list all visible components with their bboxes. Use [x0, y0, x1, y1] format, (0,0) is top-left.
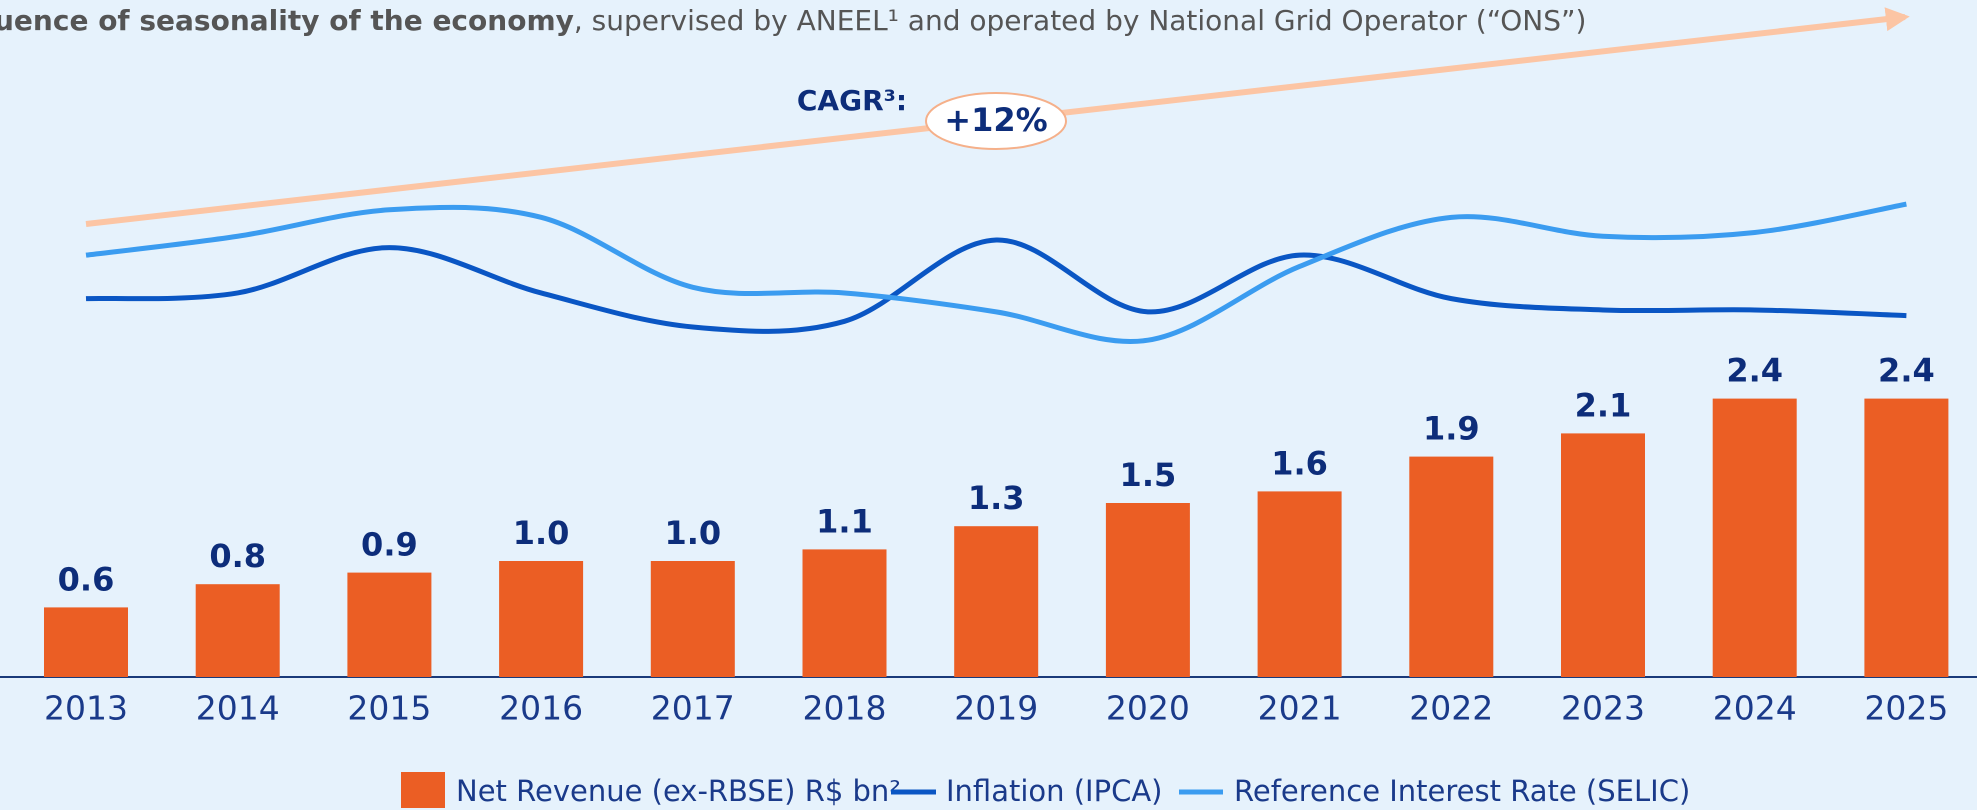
bar	[954, 526, 1039, 677]
x-tick-label: 2017	[651, 689, 735, 728]
bar	[1257, 491, 1342, 677]
legend-label: Inflation (IPCA)	[946, 774, 1163, 808]
x-tick-label: 2014	[196, 689, 280, 728]
x-tick-label: 2018	[803, 689, 887, 728]
subtitle: , supervised by ANEEL¹ and operated by N…	[574, 4, 1587, 37]
value-label: 2.4	[1878, 352, 1935, 390]
x-tick-label: 2025	[1864, 689, 1948, 728]
value-label: 1.0	[664, 514, 721, 552]
line-series	[85, 237, 1907, 334]
bar	[1409, 456, 1494, 677]
value-label: 0.9	[361, 526, 418, 564]
line-series	[85, 201, 1907, 344]
bar	[499, 561, 584, 677]
x-tick-label: 2022	[1409, 689, 1493, 728]
bar	[347, 572, 432, 677]
x-tick-label: 2021	[1258, 689, 1342, 728]
bar	[1105, 503, 1190, 677]
x-tick-label: 2015	[347, 689, 431, 728]
value-label: 2.1	[1575, 386, 1632, 424]
value-label: 1.9	[1423, 410, 1480, 448]
legend-label: Reference Interest Rate (SELIC)	[1234, 774, 1690, 808]
cagr-label: CAGR³:	[797, 84, 907, 117]
x-tick-label: 2019	[954, 689, 1038, 728]
value-label: 0.8	[209, 537, 266, 575]
bar	[1712, 398, 1797, 677]
bar	[650, 561, 735, 677]
cagr-value: +12%	[944, 101, 1047, 139]
bar	[195, 584, 280, 677]
bar	[802, 549, 887, 677]
x-tick-label: 2024	[1713, 689, 1797, 728]
x-tick-label: 2023	[1561, 689, 1645, 728]
value-label: 1.3	[968, 479, 1025, 517]
header-text: uence of seasonality of the economy, sup…	[0, 4, 1586, 37]
value-label: 2.4	[1726, 352, 1783, 390]
value-label: 0.6	[58, 560, 115, 598]
bar	[1561, 433, 1645, 677]
value-label: 1.0	[513, 514, 570, 552]
legend-swatch	[401, 772, 445, 808]
value-label: 1.6	[1271, 444, 1328, 482]
value-label: 1.5	[1120, 456, 1177, 494]
x-tick-label: 2013	[44, 689, 128, 728]
legend-label: Net Revenue (ex-RBSE) R$ bn²	[456, 774, 901, 808]
bar	[44, 607, 128, 677]
bar	[1864, 398, 1949, 677]
value-label: 1.1	[816, 502, 873, 540]
x-tick-label: 2020	[1106, 689, 1190, 728]
title: uence of seasonality of the economy	[0, 4, 574, 37]
cagr-bubble	[925, 92, 1067, 150]
x-tick-label: 2016	[499, 689, 583, 728]
